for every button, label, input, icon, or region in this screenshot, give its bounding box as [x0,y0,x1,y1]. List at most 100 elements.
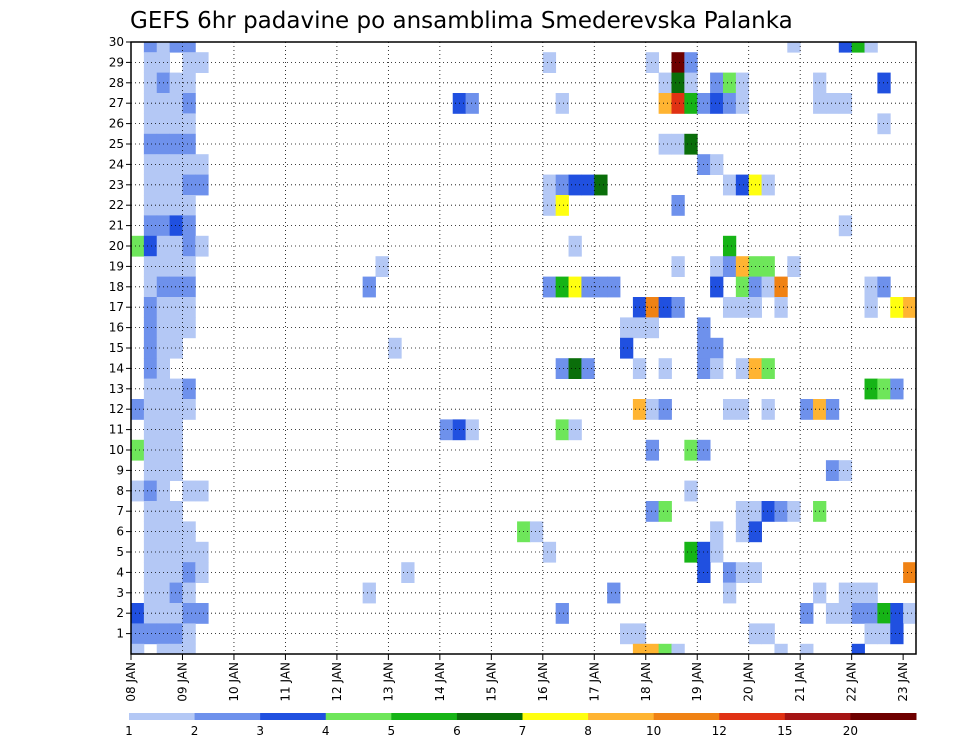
heatmap-cell [143,52,158,73]
heatmap-cell [671,256,685,277]
heatmap-cell [671,72,685,94]
heatmap-cell [671,297,685,318]
heatmap-cell [877,276,891,298]
y-tick-label: 25 [109,137,124,151]
heatmap-cell [143,215,158,237]
heatmap-cell [671,133,685,155]
heatmap-cell [722,562,737,583]
heatmap-cell [903,603,917,624]
heatmap-cell [169,603,183,624]
heatmap-cell [761,501,775,522]
heatmap-cell [877,623,891,645]
heatmap-cell [684,541,698,563]
y-tick-label: 24 [109,157,124,171]
heatmap-cell [169,215,183,237]
heatmap-cell [143,541,158,563]
heatmap-cell [684,133,698,155]
heatmap-cell [761,358,775,379]
heatmap-cell [169,93,183,114]
heatmap-cell [581,276,595,298]
heatmap-cell [864,42,878,53]
colorbar-label: 3 [256,724,264,738]
heatmap-cell [195,235,209,257]
y-tick-label: 20 [109,239,124,253]
heatmap-cell [581,358,595,379]
heatmap-cell [722,235,737,257]
heatmap-cell [169,42,183,53]
heatmap-cell [143,337,158,359]
heatmap-cell [143,582,158,604]
heatmap-cell [195,174,209,196]
y-tick-label: 22 [109,198,124,212]
x-tick-label: 16 JAN [536,662,550,702]
heatmap-cell [645,501,660,522]
heatmap-cell [143,72,158,94]
heatmap-cell [542,541,557,563]
heatmap-cell [787,42,801,53]
heatmap-cell [169,439,183,461]
heatmap-cell [555,195,569,216]
heatmap-cell [169,154,183,175]
heatmap-cell [825,460,840,481]
heatmap-cell [710,276,724,298]
heatmap-cell [787,256,801,277]
heatmap-cell [182,541,196,563]
heatmap-cell [182,521,196,543]
heatmap-cell [645,439,660,461]
colorbar-label: 8 [584,724,592,738]
y-tick-label: 30 [109,35,124,49]
colorbar-swatch [784,713,851,720]
heatmap-cell [594,276,608,298]
y-tick-label: 15 [109,341,124,355]
heatmap-cell [169,195,183,216]
heatmap-cell [169,256,183,277]
heatmap-cell [735,93,750,114]
colorbar-label: 1 [125,724,133,738]
colorbar-swatch [653,713,720,720]
heatmap-cell [169,582,183,604]
x-tick-label: 14 JAN [433,662,447,702]
heatmap-cell [143,276,158,298]
heatmap-cell [169,113,183,135]
colorbar-label: 20 [843,724,858,738]
y-tick-label: 21 [109,219,124,233]
heatmap-cell [710,337,724,359]
heatmap-cell [645,643,660,655]
y-tick-label: 9 [116,463,124,477]
heatmap-cell [143,521,158,543]
x-tick-label: 18 JAN [639,662,653,702]
heatmap-cell [838,460,853,481]
heatmap-cell [182,235,196,257]
heatmap-cell [890,623,904,645]
chart-title: GEFS 6hr padavine po ansamblima Smederev… [130,8,793,34]
heatmap-cell [169,501,183,522]
heatmap-cell [735,358,750,379]
heatmap-cell [761,276,775,298]
heatmap-cell [182,42,196,53]
colorbar-label: 10 [646,724,661,738]
heatmap-cell [607,276,621,298]
heatmap-cell [465,419,479,441]
heatmap-cell [903,562,917,583]
heatmap-cell [143,358,158,379]
heatmap-cell [838,582,853,604]
heatmap-cell [182,603,196,624]
heatmap-cell [182,297,196,318]
heatmap-cell [890,603,904,624]
x-tick-label: 23 JAN [896,662,910,702]
heatmap-cell [684,72,698,94]
heatmap-cell [735,72,750,94]
heatmap-cell [143,256,158,277]
heatmap-cell [761,399,775,420]
y-tick-label: 6 [116,525,124,539]
heatmap-cell [182,480,196,502]
heatmap-cell [182,154,196,175]
heatmap-cell [825,603,840,624]
heatmap-cell [156,42,171,53]
heatmap-cell [722,174,737,196]
heatmap-cell [710,72,724,94]
y-tick-label: 27 [109,96,124,110]
plot-frame [130,41,917,655]
colorbar-swatch [588,713,655,720]
y-tick-label: 4 [116,565,124,579]
